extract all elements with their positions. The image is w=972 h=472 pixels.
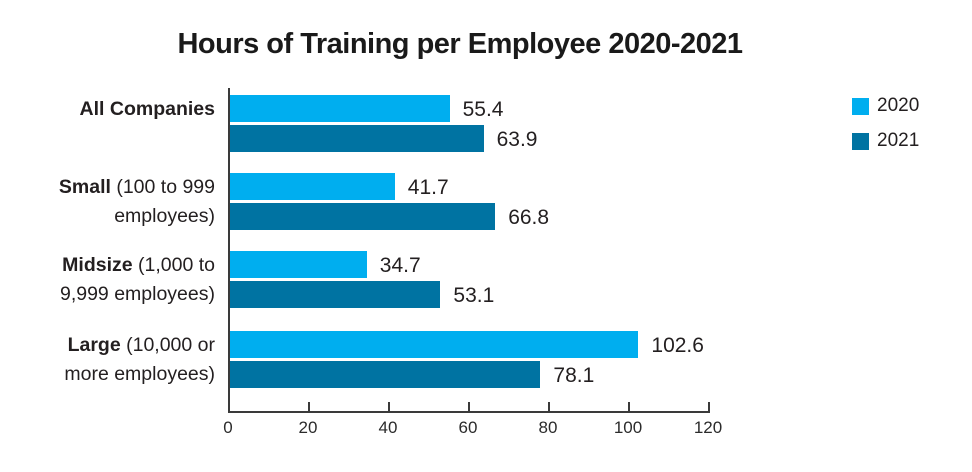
value-label: 55.4 — [462, 97, 504, 121]
value-label: 34.7 — [379, 253, 421, 277]
value-label: 53.1 — [453, 283, 495, 307]
x-tick-mark — [628, 402, 630, 411]
x-tick-mark — [308, 402, 310, 411]
category-label: Large (10,000 or more employees) — [64, 334, 215, 385]
legend-label: 2020 — [877, 95, 920, 116]
bar-2020 — [228, 251, 367, 278]
y-axis-line — [228, 88, 230, 411]
legend-item-2020: 2020 — [852, 95, 919, 117]
x-tick-label: 120 — [693, 418, 723, 437]
x-axis-line — [228, 411, 710, 413]
value-label: 63.9 — [496, 127, 538, 151]
legend-label: 2021 — [877, 130, 920, 151]
legend-swatch-icon — [852, 132, 869, 150]
bar-2020 — [228, 95, 450, 122]
value-label: 102.6 — [651, 333, 704, 357]
bar-2021 — [228, 203, 496, 230]
bar-2021 — [228, 281, 441, 308]
x-tick-mark — [388, 402, 390, 411]
x-tick-mark — [548, 402, 550, 411]
value-label: 66.8 — [508, 205, 550, 229]
category-label: Midsize (1,000 to 9,999 employees) — [59, 254, 215, 305]
x-tick-label: 80 — [538, 418, 558, 437]
category-label: Small (100 to 999 employees) — [58, 176, 215, 227]
x-tick-label: 20 — [298, 418, 318, 437]
bar-2021 — [228, 125, 484, 152]
value-label: 41.7 — [407, 175, 449, 199]
bar-2021 — [228, 361, 541, 388]
x-tick-label: 100 — [613, 418, 643, 437]
legend-item-2021: 2021 — [852, 130, 919, 152]
x-tick-label: 40 — [378, 418, 398, 437]
x-tick-label: 60 — [458, 418, 478, 437]
x-tick-label: 0 — [223, 418, 233, 437]
x-tick-mark — [228, 402, 230, 411]
bar-2020 — [228, 173, 395, 200]
x-tick-mark — [468, 402, 470, 411]
x-tick-mark — [708, 402, 710, 411]
category-label: All Companies — [79, 98, 215, 120]
legend-swatch-icon — [852, 97, 869, 115]
legend: 2020 2021 — [852, 95, 919, 165]
value-label: 78.1 — [553, 363, 595, 387]
chart-title: Hours of Training per Employee 2020-2021 — [177, 28, 743, 60]
bar-2020 — [228, 331, 639, 358]
